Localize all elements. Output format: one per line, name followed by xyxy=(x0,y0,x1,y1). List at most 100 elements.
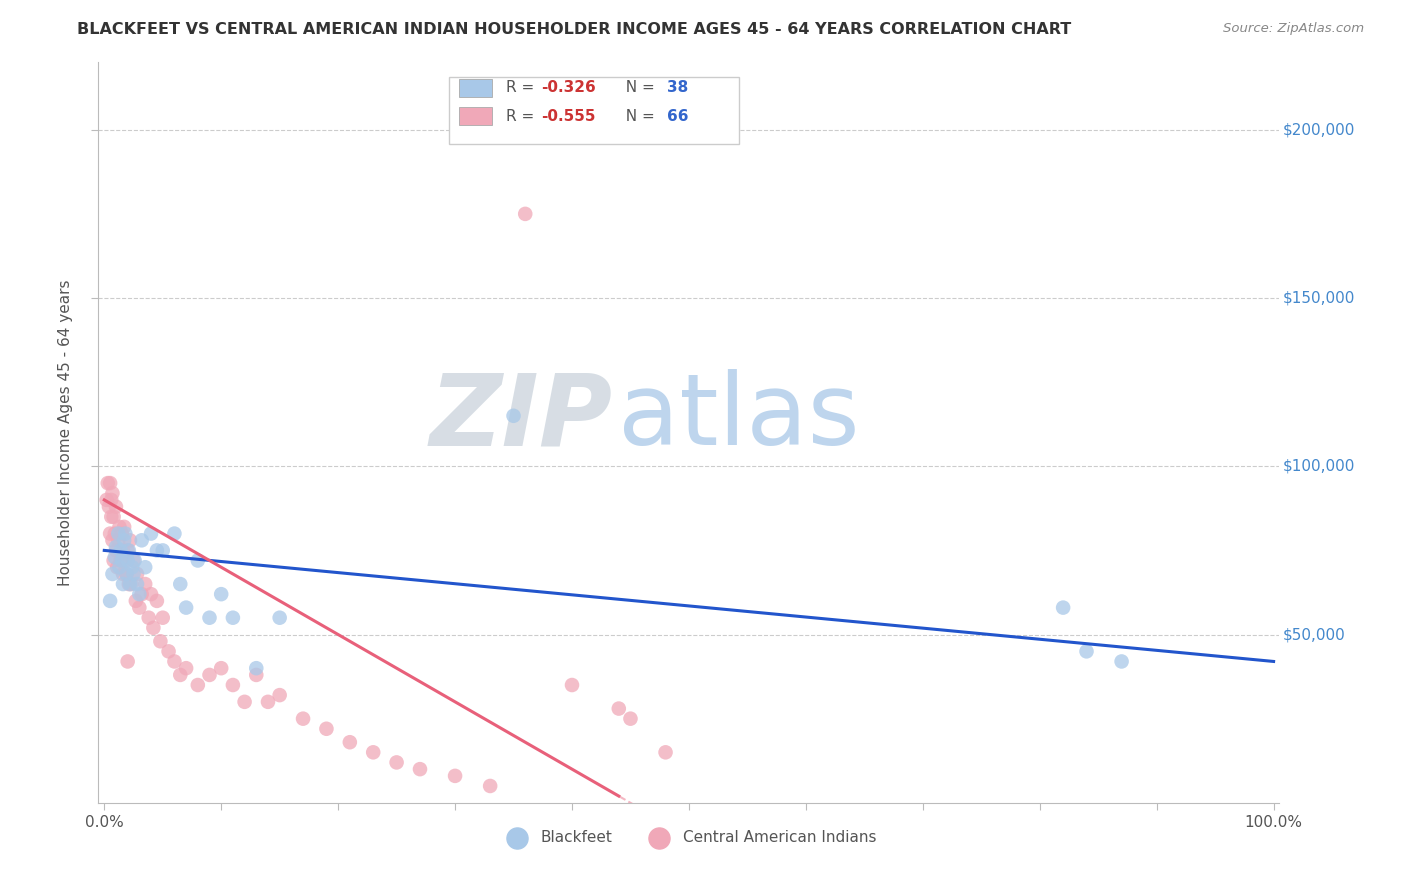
Text: BLACKFEET VS CENTRAL AMERICAN INDIAN HOUSEHOLDER INCOME AGES 45 - 64 YEARS CORRE: BLACKFEET VS CENTRAL AMERICAN INDIAN HOU… xyxy=(77,22,1071,37)
Point xyxy=(111,543,134,558)
Point xyxy=(654,745,676,759)
Point xyxy=(1052,600,1074,615)
Point xyxy=(222,610,245,624)
FancyBboxPatch shape xyxy=(458,107,492,126)
Point xyxy=(187,553,209,567)
Point xyxy=(104,540,127,554)
Point xyxy=(607,701,630,715)
Point xyxy=(112,520,135,534)
Point xyxy=(131,587,153,601)
Point xyxy=(198,668,221,682)
Point xyxy=(118,543,141,558)
Point xyxy=(222,678,245,692)
Point xyxy=(100,492,122,507)
Point xyxy=(125,577,148,591)
Point xyxy=(128,600,150,615)
Point xyxy=(198,610,221,624)
Point xyxy=(112,533,135,548)
Text: N =: N = xyxy=(616,109,659,124)
Point xyxy=(98,594,121,608)
Point xyxy=(233,695,256,709)
Point xyxy=(152,543,174,558)
Point xyxy=(163,655,186,669)
Point xyxy=(101,566,124,581)
Point xyxy=(101,533,124,548)
Point xyxy=(163,526,186,541)
Text: R =: R = xyxy=(506,109,538,124)
Text: N =: N = xyxy=(616,80,659,95)
Legend: Blackfeet, Central American Indians: Blackfeet, Central American Indians xyxy=(495,823,883,851)
Point xyxy=(97,476,120,491)
Point xyxy=(118,533,141,548)
Point xyxy=(104,543,127,558)
Point xyxy=(98,476,121,491)
Point xyxy=(187,678,209,692)
Point xyxy=(111,526,134,541)
Point xyxy=(98,526,121,541)
FancyBboxPatch shape xyxy=(449,78,738,144)
Text: atlas: atlas xyxy=(619,369,859,467)
Text: $100,000: $100,000 xyxy=(1284,458,1355,474)
Point xyxy=(502,409,524,423)
Point xyxy=(209,661,232,675)
Text: Source: ZipAtlas.com: Source: ZipAtlas.com xyxy=(1223,22,1364,36)
Point xyxy=(97,500,120,514)
Point xyxy=(124,553,146,567)
Point xyxy=(361,745,384,759)
Point xyxy=(385,756,408,770)
Point xyxy=(292,712,315,726)
Point xyxy=(115,566,138,581)
Point xyxy=(1111,655,1133,669)
Point xyxy=(174,661,197,675)
Text: -0.326: -0.326 xyxy=(541,80,596,95)
Point xyxy=(134,560,156,574)
Point xyxy=(122,566,145,581)
Point xyxy=(269,688,291,702)
Point xyxy=(117,553,139,567)
Point xyxy=(114,553,136,567)
Point xyxy=(104,526,127,541)
Point xyxy=(174,600,197,615)
Point xyxy=(1076,644,1098,658)
Point xyxy=(146,594,169,608)
Point xyxy=(111,577,134,591)
Point xyxy=(111,566,134,581)
Point xyxy=(339,735,361,749)
Point xyxy=(245,661,267,675)
Text: $200,000: $200,000 xyxy=(1284,122,1355,137)
Text: R =: R = xyxy=(506,80,538,95)
Point xyxy=(103,553,125,567)
Point xyxy=(515,207,537,221)
Point xyxy=(118,577,141,591)
Point xyxy=(100,509,122,524)
Text: $150,000: $150,000 xyxy=(1284,291,1355,305)
Point xyxy=(138,610,160,624)
Point xyxy=(169,668,191,682)
Text: $50,000: $50,000 xyxy=(1284,627,1346,642)
Point xyxy=(152,610,174,624)
Text: 66: 66 xyxy=(666,109,688,124)
Point xyxy=(619,712,641,726)
Point xyxy=(125,566,148,581)
Point xyxy=(125,594,148,608)
Text: ZIP: ZIP xyxy=(429,369,612,467)
Point xyxy=(209,587,232,601)
Point xyxy=(105,560,128,574)
Point xyxy=(103,509,125,524)
Point xyxy=(479,779,502,793)
Point xyxy=(107,533,129,548)
Point xyxy=(115,566,138,581)
Point xyxy=(139,587,162,601)
Point xyxy=(101,486,124,500)
Point xyxy=(108,520,131,534)
Point xyxy=(315,722,337,736)
Point xyxy=(121,560,143,574)
Point xyxy=(96,492,118,507)
Point xyxy=(245,668,267,682)
Point xyxy=(257,695,280,709)
Point xyxy=(114,526,136,541)
Point xyxy=(157,644,180,658)
Point xyxy=(118,577,141,591)
Text: -0.555: -0.555 xyxy=(541,109,596,124)
Point xyxy=(131,533,153,548)
